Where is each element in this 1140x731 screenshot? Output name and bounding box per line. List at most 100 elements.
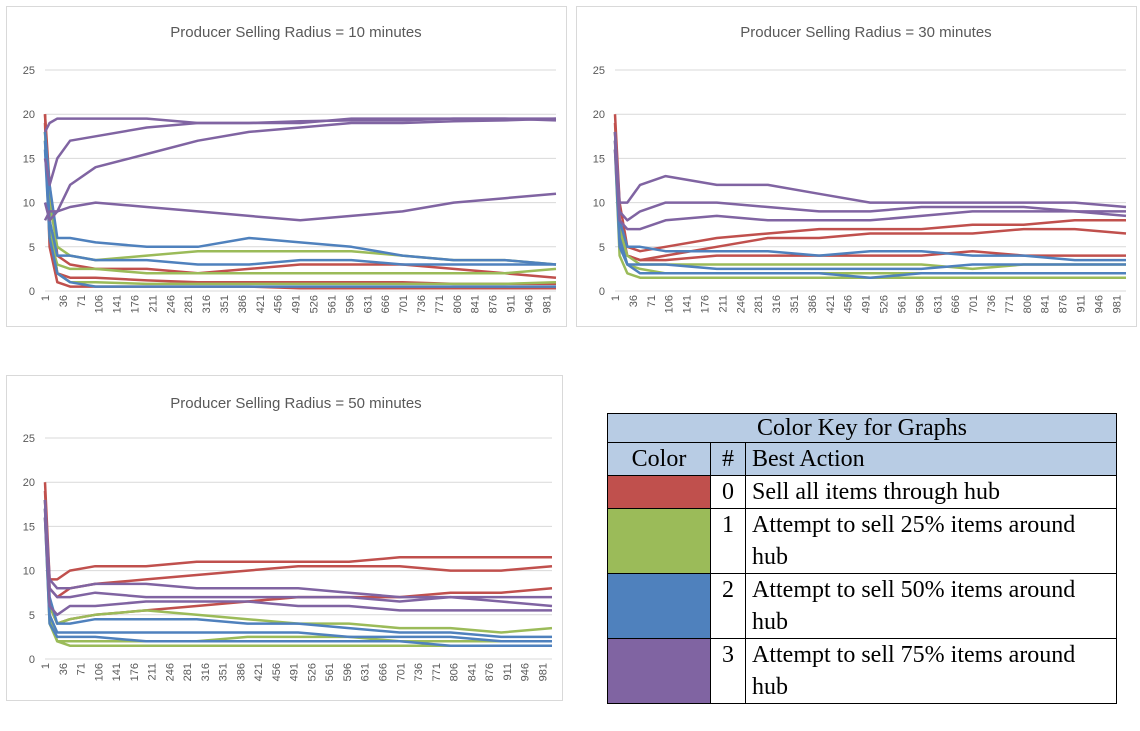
row-number: 1 [710, 508, 746, 574]
x-tick-label: 876 [484, 663, 496, 681]
x-tick-label: 106 [664, 295, 676, 313]
x-tick-label: 806 [1022, 295, 1034, 313]
y-tick-label: 15 [23, 153, 35, 165]
x-tick-label: 316 [200, 663, 212, 681]
y-tick-label: 10 [23, 566, 35, 578]
x-tick-label: 946 [523, 295, 535, 313]
x-tick-label: 491 [861, 295, 873, 313]
table-title: Color Key for Graphs [607, 413, 1117, 443]
x-tick-label: 876 [1058, 295, 1070, 313]
x-tick-label: 316 [771, 295, 783, 313]
color-swatch [607, 573, 711, 639]
color-swatch [607, 508, 711, 574]
series-line [43, 114, 557, 279]
chart-title: Producer Selling Radius = 30 minutes [740, 24, 991, 41]
x-tick-label: 701 [395, 663, 407, 681]
chart-title: Producer Selling Radius = 50 minutes [170, 395, 421, 412]
x-tick-label: 421 [253, 663, 265, 681]
x-tick-label: 666 [377, 663, 389, 681]
row-number: 3 [710, 638, 746, 704]
x-tick-label: 281 [753, 295, 765, 313]
x-tick-label: 246 [735, 295, 747, 313]
x-tick-label: 701 [398, 295, 410, 313]
table-title-row: Color Key for Graphs [607, 413, 1117, 443]
series-line [43, 508, 553, 608]
x-tick-label: 841 [1040, 295, 1052, 313]
x-tick-label: 701 [968, 295, 980, 313]
row-action: Attempt to sell 50% items around hub [745, 573, 1117, 639]
series-line [43, 482, 552, 581]
series-line [613, 149, 1127, 231]
y-tick-label: 25 [23, 433, 35, 445]
x-tick-label: 246 [165, 295, 177, 313]
x-tick-label: 211 [147, 663, 159, 681]
series-line [613, 131, 1126, 262]
x-tick-label: 176 [700, 295, 712, 313]
y-tick-label: 5 [599, 242, 605, 254]
x-tick-label: 386 [235, 663, 247, 681]
x-tick-label: 71 [646, 295, 658, 307]
chart-frame [6, 375, 563, 701]
x-tick-label: 771 [431, 663, 443, 681]
series-line [43, 192, 557, 222]
table-row: 3 Attempt to sell 75% items around hub [607, 638, 1117, 704]
color-key-table: Color Key for Graphs Color # Best Action… [607, 413, 1117, 704]
x-tick-label: 456 [843, 295, 855, 313]
y-tick-label: 15 [23, 521, 35, 533]
x-tick-label: 106 [93, 663, 105, 681]
x-tick-label: 631 [362, 295, 374, 313]
row-action: Attempt to sell 25% items around hub [745, 508, 1117, 574]
x-tick-label: 596 [344, 295, 356, 313]
y-tick-label: 10 [593, 198, 605, 210]
column-header: Best Action [745, 442, 1117, 476]
x-tick-label: 141 [112, 295, 124, 313]
x-tick-label: 491 [289, 663, 301, 681]
x-tick-label: 946 [520, 663, 532, 681]
x-tick-label: 981 [1111, 295, 1123, 313]
x-tick-label: 211 [717, 295, 729, 313]
y-tick-label: 0 [29, 654, 35, 666]
x-tick-label: 526 [306, 663, 318, 681]
x-tick-label: 596 [914, 295, 926, 313]
x-tick-label: 561 [324, 663, 336, 681]
y-tick-label: 20 [23, 109, 35, 121]
series-line [613, 140, 1126, 222]
color-key: Color Key for Graphs Color # Best Action… [607, 413, 1118, 731]
y-tick-label: 0 [29, 286, 35, 298]
table-row: 0 Sell all items through hub [607, 475, 1117, 509]
y-tick-label: 10 [23, 198, 35, 210]
x-tick-label: 981 [537, 663, 549, 681]
row-action: Sell all items through hub [745, 475, 1117, 509]
series-line [43, 131, 557, 266]
x-tick-label: 36 [58, 295, 70, 307]
x-tick-label: 141 [682, 295, 694, 313]
x-tick-label: 946 [1093, 295, 1105, 313]
series-line [43, 517, 552, 617]
x-tick-label: 911 [1075, 295, 1087, 313]
color-swatch [607, 475, 711, 509]
x-tick-label: 736 [413, 663, 425, 681]
x-tick-label: 386 [237, 295, 249, 313]
x-tick-label: 36 [628, 295, 640, 307]
x-tick-label: 386 [807, 295, 819, 313]
x-tick-label: 911 [505, 295, 517, 313]
y-tick-label: 25 [23, 65, 35, 77]
x-tick-label: 351 [789, 295, 801, 313]
x-tick-label: 421 [825, 295, 837, 313]
x-tick-label: 281 [182, 663, 194, 681]
series-line [43, 517, 552, 647]
x-tick-label: 736 [986, 295, 998, 313]
x-tick-label: 316 [201, 295, 213, 313]
series-line [43, 140, 556, 266]
series-line [43, 499, 552, 639]
row-action: Attempt to sell 75% items around hub [745, 638, 1117, 704]
y-tick-label: 5 [29, 242, 35, 254]
x-tick-label: 841 [470, 295, 482, 313]
x-tick-label: 771 [434, 295, 446, 313]
table-header-row: Color # Best Action [607, 442, 1117, 476]
table-row: 2 Attempt to sell 50% items around hub [607, 573, 1117, 639]
series-line [613, 131, 1127, 209]
series-line [613, 149, 1126, 279]
x-tick-label: 981 [541, 295, 553, 313]
